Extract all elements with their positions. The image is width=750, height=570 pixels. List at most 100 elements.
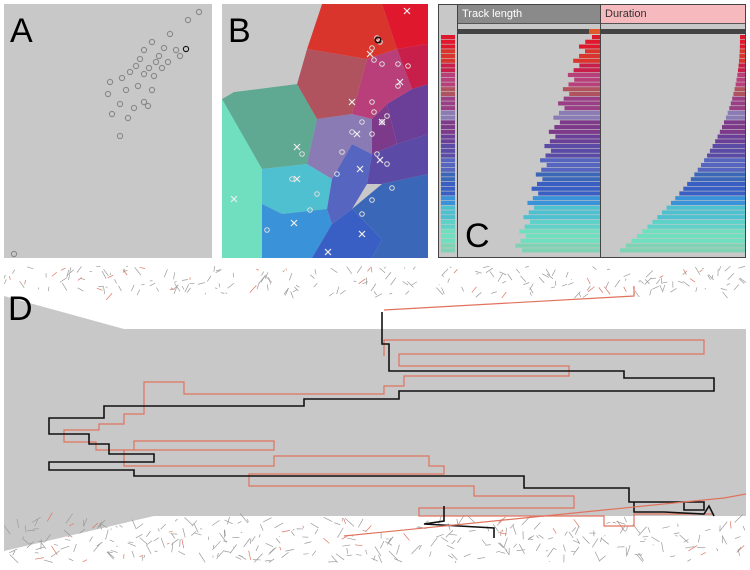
voronoi-point[interactable] xyxy=(369,45,375,51)
scatter-point[interactable] xyxy=(10,250,18,258)
voronoi-point[interactable] xyxy=(405,63,411,69)
duration-bar[interactable] xyxy=(661,210,746,215)
voronoi-cell[interactable] xyxy=(382,4,428,49)
voronoi-cell[interactable] xyxy=(307,4,397,59)
duration-bar[interactable] xyxy=(631,238,746,243)
scatter-point[interactable] xyxy=(140,98,148,106)
voronoi-cell[interactable] xyxy=(222,4,322,99)
voronoi-cell[interactable] xyxy=(327,144,372,224)
duration-bar[interactable] xyxy=(717,134,746,139)
duration-bar[interactable] xyxy=(730,101,746,106)
duration-bar[interactable] xyxy=(740,35,746,40)
voronoi-cell[interactable] xyxy=(262,164,332,214)
scatter-point[interactable] xyxy=(184,16,192,24)
track-length-bar[interactable] xyxy=(558,101,600,106)
track-length-bar[interactable] xyxy=(525,234,600,239)
scatter-point[interactable] xyxy=(104,90,112,98)
duration-bar[interactable] xyxy=(739,39,746,44)
duration-bar[interactable] xyxy=(697,167,746,172)
voronoi-point[interactable] xyxy=(334,171,340,177)
voronoi-cell[interactable] xyxy=(307,114,372,179)
scatter-point[interactable] xyxy=(126,68,134,76)
track-length-bar[interactable] xyxy=(530,219,600,224)
scatter-point[interactable] xyxy=(148,86,156,94)
track-length-bar[interactable] xyxy=(579,44,600,49)
cluster-centroid[interactable] xyxy=(366,50,374,58)
cluster-centroid[interactable] xyxy=(290,219,298,227)
duration-bar[interactable] xyxy=(679,191,746,196)
track-length-bar[interactable] xyxy=(535,172,600,177)
cluster-centroid[interactable] xyxy=(358,230,366,238)
scatter-point[interactable] xyxy=(148,38,156,46)
scatter-point[interactable] xyxy=(134,82,142,90)
track-length-bar[interactable] xyxy=(519,229,600,234)
voronoi-point[interactable] xyxy=(307,207,313,213)
voronoi-point[interactable] xyxy=(369,99,375,105)
track-length-bar[interactable] xyxy=(527,200,600,206)
track-length-bar[interactable] xyxy=(592,35,600,40)
track-length-bar[interactable] xyxy=(558,110,600,115)
track-length-bar[interactable] xyxy=(538,191,600,196)
trajectory-black[interactable] xyxy=(48,312,715,517)
voronoi-point[interactable] xyxy=(289,176,295,182)
cluster-centroid[interactable] xyxy=(348,98,356,106)
voronoi-cell[interactable] xyxy=(367,134,428,184)
duration-bar[interactable] xyxy=(739,53,746,59)
track-length-bar[interactable] xyxy=(568,82,600,87)
track-length-bar[interactable] xyxy=(528,210,600,215)
voronoi-point[interactable] xyxy=(264,227,270,233)
selected-row-bar[interactable] xyxy=(458,29,746,34)
duration-bar[interactable] xyxy=(647,224,746,229)
duration-bar[interactable] xyxy=(725,115,746,120)
track-length-bar[interactable] xyxy=(553,115,600,120)
duration-bar[interactable] xyxy=(625,243,746,248)
voronoi-point[interactable] xyxy=(371,57,377,63)
panel-b-voronoi[interactable] xyxy=(222,4,428,258)
cluster-centroid[interactable] xyxy=(403,7,411,15)
trajectory-black-tail[interactable] xyxy=(423,506,495,538)
trajectory-orange-tail[interactable] xyxy=(343,493,746,537)
scatter-point[interactable] xyxy=(122,86,130,94)
track-length-bar[interactable] xyxy=(524,224,600,229)
voronoi-point[interactable] xyxy=(395,61,401,67)
track-length-bar[interactable] xyxy=(564,106,600,111)
voronoi-cell[interactable] xyxy=(297,49,367,119)
track-length-header[interactable]: Track length xyxy=(458,5,600,24)
scatter-point[interactable] xyxy=(124,114,132,122)
track-length-bar[interactable] xyxy=(554,125,600,130)
track-length-bar[interactable] xyxy=(532,196,600,201)
cluster-centroid[interactable] xyxy=(293,143,301,151)
duration-bar[interactable] xyxy=(739,44,746,49)
voronoi-cell[interactable] xyxy=(222,99,262,258)
scatter-point[interactable] xyxy=(132,62,140,70)
voronoi-cell[interactable] xyxy=(397,44,428,89)
duration-bar[interactable] xyxy=(690,177,746,182)
duration-bar[interactable] xyxy=(675,196,746,201)
scatter-point[interactable] xyxy=(150,72,158,80)
track-length-bar[interactable] xyxy=(563,96,600,101)
scatter-point[interactable] xyxy=(195,8,203,16)
track-length-bar[interactable] xyxy=(584,49,600,54)
duration-bar[interactable] xyxy=(700,162,746,168)
selected-track-length-bar[interactable] xyxy=(589,29,600,34)
duration-bar[interactable] xyxy=(707,153,746,158)
scatter-point[interactable] xyxy=(176,52,184,60)
trajectory-view[interactable] xyxy=(4,266,746,566)
cluster-centroid[interactable] xyxy=(376,156,384,164)
track-length-bar[interactable] xyxy=(515,243,600,248)
scatter-point[interactable] xyxy=(152,58,160,66)
track-length-bar[interactable] xyxy=(546,162,600,168)
duration-bar[interactable] xyxy=(739,49,746,54)
scatter-point[interactable] xyxy=(140,46,148,54)
scatter-point[interactable] xyxy=(108,110,116,118)
track-length-bar[interactable] xyxy=(545,153,600,158)
duration-bar[interactable] xyxy=(687,181,746,187)
track-length-bar[interactable] xyxy=(579,63,600,68)
duration-bar[interactable] xyxy=(733,91,746,97)
track-length-bar[interactable] xyxy=(549,139,600,144)
duration-bar[interactable] xyxy=(727,110,746,115)
cluster-centroid[interactable] xyxy=(353,130,361,138)
duration-bar[interactable] xyxy=(735,82,746,87)
scatter-point[interactable] xyxy=(155,52,163,60)
track-length-bar[interactable] xyxy=(542,177,600,182)
